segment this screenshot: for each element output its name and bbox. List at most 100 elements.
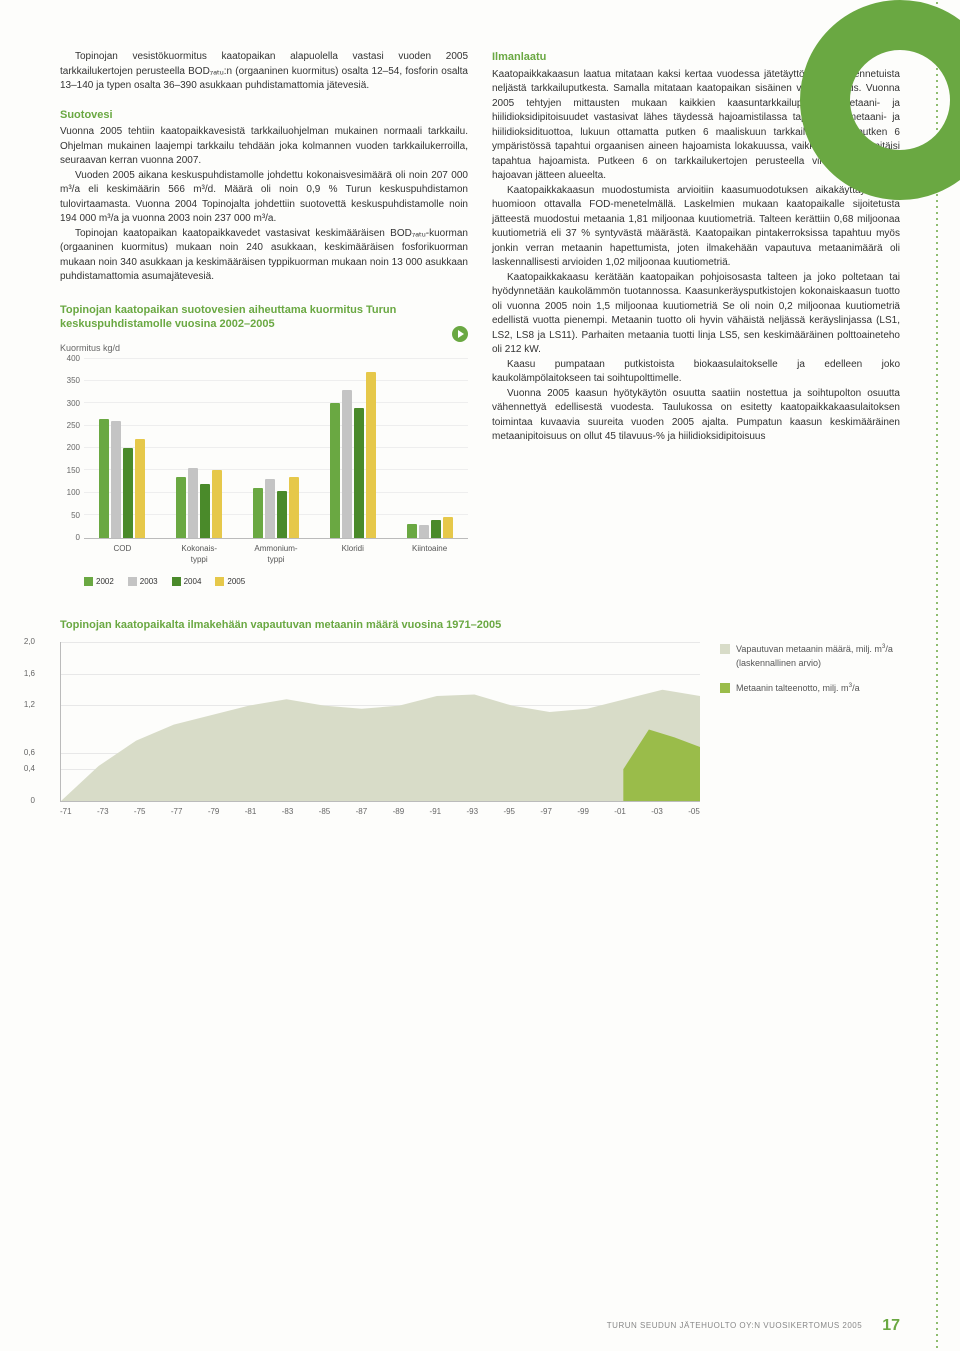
bar-ytick: 400 xyxy=(67,353,80,365)
bar xyxy=(265,479,275,537)
legend-swatch xyxy=(128,577,137,586)
bar xyxy=(407,524,417,537)
bar-xlabel: COD xyxy=(84,539,161,566)
area-legend-item: Vapautuvan metaanin määrä, milj. m3/a (l… xyxy=(720,642,900,671)
left-p3: Vuoden 2005 aikana keskuspuhdistamolle j… xyxy=(60,169,468,227)
area-plot: 2,01,61,20,60,40 xyxy=(60,642,700,802)
legend-swatch xyxy=(720,644,730,654)
bar-ytick: 300 xyxy=(67,398,80,410)
bar-category-group xyxy=(314,359,391,538)
legend-label: Metaanin talteenotto, milj. m3/a xyxy=(736,681,860,695)
legend-item: 2003 xyxy=(128,576,158,588)
footer-text: TURUN SEUDUN JÄTEHUOLTO OY:N VUOSIKERTOM… xyxy=(607,1320,862,1332)
legend-item: 2005 xyxy=(215,576,245,588)
area-xlabel: -87 xyxy=(356,806,368,818)
area-xlabel: -95 xyxy=(503,806,515,818)
bar xyxy=(123,448,133,538)
area-xlabel: -89 xyxy=(393,806,405,818)
legend-item: 2002 xyxy=(84,576,114,588)
bar-ytick: 50 xyxy=(71,509,80,521)
area-ytick: 2,0 xyxy=(24,636,35,648)
bar-ytick: 250 xyxy=(67,420,80,432)
bar xyxy=(277,491,287,538)
area-xlabel: -79 xyxy=(208,806,220,818)
area-xlabel: -99 xyxy=(577,806,589,818)
bar-ytick: 200 xyxy=(67,442,80,454)
bar-xlabel: Ammonium-typpi xyxy=(238,539,315,566)
bar xyxy=(431,520,441,538)
bar-legend: 2002 2003 2004 2005 xyxy=(84,576,468,588)
bar xyxy=(176,477,186,537)
bar xyxy=(99,419,109,538)
bar-category-group xyxy=(238,359,315,538)
legend-swatch xyxy=(84,577,93,586)
bar-x-labels: CODKokonais-typpiAmmonium-typpiKloridiKi… xyxy=(84,539,468,566)
bar-chart-ylabel: Kuormitus kg/d xyxy=(60,343,120,353)
area-svg xyxy=(61,642,700,801)
area-x-labels: -71-73-75-77-79-81-83-85-87-89-91-93-95-… xyxy=(60,802,700,818)
bar xyxy=(135,439,145,537)
legend-label: Vapautuvan metaanin määrä, milj. m3/a (l… xyxy=(736,642,900,671)
area-xlabel: -75 xyxy=(134,806,146,818)
area-xlabel: -85 xyxy=(319,806,331,818)
dotted-right-border xyxy=(936,0,938,1351)
bar xyxy=(354,408,364,538)
area-legend: Vapautuvan metaanin määrä, milj. m3/a (l… xyxy=(720,642,900,705)
legend-swatch xyxy=(720,683,730,693)
page-number: 17 xyxy=(882,1314,900,1337)
area-xlabel: -03 xyxy=(651,806,663,818)
page-footer: TURUN SEUDUN JÄTEHUOLTO OY:N VUOSIKERTOM… xyxy=(0,1314,960,1337)
bar-category-group xyxy=(161,359,238,538)
bar-xlabel: Kokonais-typpi xyxy=(161,539,238,566)
bar xyxy=(188,468,198,537)
area-xlabel: -83 xyxy=(282,806,294,818)
bar xyxy=(200,484,210,538)
bar xyxy=(342,390,352,538)
area-chart-title: Topinojan kaatopaikalta ilmakehään vapau… xyxy=(60,618,900,632)
area-xlabel: -77 xyxy=(171,806,183,818)
legend-swatch xyxy=(172,577,181,586)
area-xlabel: -71 xyxy=(60,806,72,818)
bar-category-group xyxy=(391,359,468,538)
area-xlabel: -97 xyxy=(540,806,552,818)
left-p2: Vuonna 2005 tehtiin kaatopaikkavesistä t… xyxy=(60,125,468,169)
area-ytick: 0,4 xyxy=(24,763,35,775)
legend-label: 2003 xyxy=(140,577,158,586)
left-p1: Topinojan vesistökuormitus kaatopaikan a… xyxy=(60,50,468,94)
area-ytick: 0 xyxy=(31,795,35,807)
bar xyxy=(253,488,263,537)
area-xlabel: -01 xyxy=(614,806,626,818)
two-column-layout: Topinojan vesistökuormitus kaatopaikan a… xyxy=(60,50,900,582)
right-p4: Kaasu pumpataan putkistoista biokaasulai… xyxy=(492,358,900,387)
area-ytick: 1,6 xyxy=(24,668,35,680)
left-p4: Topinojan kaatopaikan kaatopaikkavedet v… xyxy=(60,227,468,285)
bar-xlabel: Kloridi xyxy=(314,539,391,566)
bar xyxy=(330,403,340,537)
bar-ytick: 350 xyxy=(67,375,80,387)
bar xyxy=(366,372,376,538)
bar xyxy=(111,421,121,537)
area-xlabel: -91 xyxy=(430,806,442,818)
area-chart-section: Topinojan kaatopaikalta ilmakehään vapau… xyxy=(60,618,900,818)
heading-suotovesi: Suotovesi xyxy=(60,108,468,124)
bar xyxy=(443,517,453,537)
bar xyxy=(419,525,429,538)
right-p2: Kaatopaikkakaasun muodostumista arvioiti… xyxy=(492,184,900,271)
bar xyxy=(289,477,299,537)
area-chart: 2,01,61,20,60,40 -71-73-75-77-79-81-83-8… xyxy=(60,642,700,818)
bar-ytick: 0 xyxy=(76,532,80,544)
legend-label: 2005 xyxy=(227,577,245,586)
legend-swatch xyxy=(215,577,224,586)
play-icon xyxy=(452,326,468,342)
bar-ytick: 100 xyxy=(67,487,80,499)
bar xyxy=(212,470,222,537)
right-p5: Vuonna 2005 kaasun hyötykäytön osuutta s… xyxy=(492,387,900,445)
area-main-series xyxy=(61,690,700,801)
left-column: Topinojan vesistökuormitus kaatopaikan a… xyxy=(60,50,468,582)
right-p3: Kaatopaikkakaasu kerätään kaatopaikan po… xyxy=(492,271,900,358)
bar-ytick: 150 xyxy=(67,465,80,477)
legend-label: 2004 xyxy=(184,577,202,586)
document-page: Topinojan vesistökuormitus kaatopaikan a… xyxy=(0,0,960,1351)
area-legend-item: Metaanin talteenotto, milj. m3/a xyxy=(720,681,900,695)
area-ytick: 1,2 xyxy=(24,700,35,712)
